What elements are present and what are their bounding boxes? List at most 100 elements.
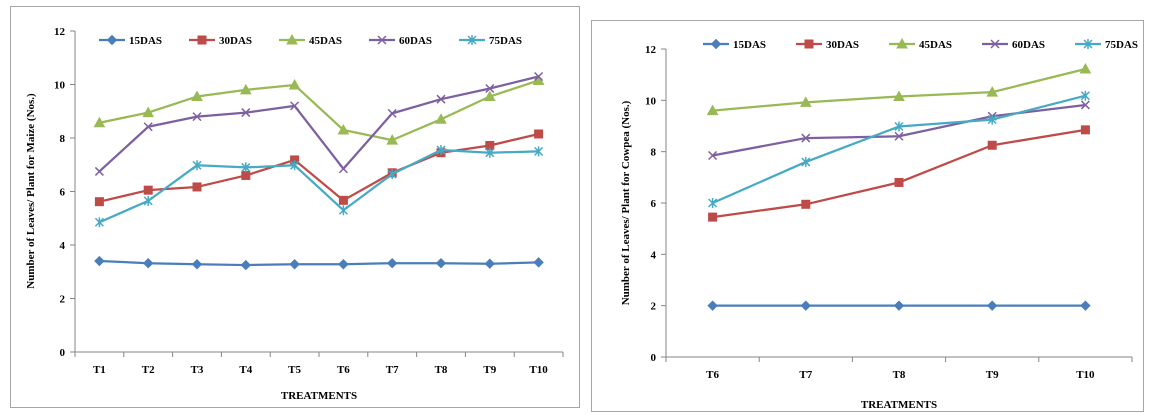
maize-data-point	[241, 170, 251, 180]
maize-data-point	[386, 134, 399, 145]
maize-y-tick-label: 0	[60, 347, 66, 359]
cowpea-x-axis-title: TREATMENTS	[861, 399, 937, 411]
maize-legend-label: 45DAS	[309, 35, 342, 47]
cowpea-legend-label: 30DAS	[826, 39, 859, 51]
maize-data-point	[142, 257, 154, 269]
maize-series-45das	[93, 74, 545, 145]
cowpea-legend-label: 45DAS	[919, 39, 952, 51]
maize-data-point	[143, 195, 153, 206]
cowpea-data-point	[986, 300, 998, 311]
maize-series-15das	[94, 255, 544, 271]
maize-data-point	[290, 160, 300, 171]
cowpea-legend-marker	[804, 39, 814, 49]
maize-data-point	[93, 116, 106, 128]
cowpea-data-point	[987, 140, 997, 150]
maize-data-point	[94, 255, 105, 267]
cowpea-legend-item: 60DAS	[982, 39, 1045, 51]
cowpea-chart-panel: 0 2 4 6 8 10 12 T6 T7 T8 T9 T10 TREATMENTS Number of …	[591, 20, 1144, 412]
maize-data-point	[289, 259, 300, 270]
cowpea-data-point	[1080, 100, 1090, 110]
maize-legend-label: 30DAS	[219, 35, 252, 47]
maize-data-point	[386, 257, 398, 269]
cowpea-data-point	[986, 86, 999, 97]
cowpea-x-tick-label: T10	[1076, 369, 1095, 381]
maize-legend-marker	[197, 35, 207, 45]
cowpea-series-line	[712, 67, 1086, 112]
cowpea-data-point	[1079, 62, 1092, 74]
cowpea-data-point	[1080, 300, 1091, 311]
cowpea-data-point	[894, 177, 904, 187]
maize-y-tick-label: 8	[60, 133, 66, 145]
maize-data-point	[337, 123, 350, 135]
maize-legend-item: 45DAS	[279, 33, 342, 47]
maize-x-tick-label: T9	[483, 364, 496, 376]
maize-data-point	[241, 108, 251, 118]
maize-legend-item: 60DAS	[369, 35, 432, 47]
maize-series-line	[99, 79, 539, 142]
cowpea-legend-item: 30DAS	[796, 39, 859, 51]
cowpea-y-tick-label: 4	[651, 249, 657, 261]
maize-data-point	[94, 197, 104, 207]
cowpea-data-point	[801, 199, 811, 209]
cowpea-data-point	[707, 300, 718, 311]
maize-legend-marker	[286, 33, 298, 45]
maize-data-point	[142, 106, 155, 118]
cowpea-legend-label: 15DAS	[733, 39, 766, 51]
maize-data-point	[338, 205, 348, 216]
maize-x-tick-label: T4	[239, 364, 252, 376]
cowpea-series-45das	[706, 62, 1092, 116]
maize-data-point	[436, 94, 446, 104]
maize-x-axis-title: TREATMENTS	[281, 390, 357, 402]
cowpea-data-point	[893, 300, 905, 311]
maize-data-point	[533, 257, 544, 268]
cowpea-data-point	[799, 96, 812, 107]
cowpea-data-point	[1080, 90, 1090, 101]
maize-legend-marker	[467, 35, 477, 45]
maize-y-axis-title: Number of Leaves/ Plant for Maize (Nos.)	[25, 93, 37, 289]
maize-chart-panel: 0 2 4 6 8 10 12 T1 T2 T3 T4 T5 T6 T7 T8 T9 T10 TREATMENTS…	[10, 6, 580, 408]
maize-y-tick-label: 6	[60, 187, 66, 199]
maize-data-point	[435, 113, 447, 124]
maize-data-point	[240, 259, 252, 271]
maize-data-point	[290, 101, 300, 111]
cowpea-data-point	[708, 212, 718, 222]
maize-series-line	[99, 259, 539, 267]
cowpea-data-point	[706, 104, 719, 116]
cowpea-y-tick-label: 6	[651, 198, 657, 210]
maize-data-point	[191, 259, 203, 270]
cowpea-y-tick-label: 12	[645, 44, 657, 56]
maize-y-tick-label: 4	[60, 240, 66, 252]
cowpea-data-point	[801, 156, 811, 167]
maize-x-tick-label: T3	[191, 364, 204, 376]
maize-legend-label: 60DAS	[399, 35, 432, 47]
maize-series-75das	[94, 145, 544, 228]
cowpea-legend-label: 60DAS	[1012, 39, 1045, 51]
maize-line-chart: 0 2 4 6 8 10 12 T1 T2 T3 T4 T5 T6 T7 T8 T9 T10 TREATMENTS…	[25, 26, 564, 402]
cowpea-legend-marker	[896, 37, 908, 49]
maize-data-point	[241, 162, 251, 173]
maize-data-point	[338, 259, 349, 270]
maize-legend-marker	[377, 35, 387, 45]
maize-series-30das	[94, 129, 544, 207]
cowpea-y-tick-label: 8	[651, 147, 657, 159]
maize-legend-item: 75DAS	[459, 35, 522, 47]
maize-data-point	[288, 79, 301, 90]
cowpea-legend-marker	[1083, 39, 1093, 49]
maize-data-point	[485, 83, 495, 94]
maize-data-point	[143, 185, 153, 195]
maize-x-tick-label: T2	[142, 364, 155, 376]
maize-data-point	[436, 145, 446, 156]
maize-y-tick-label: 12	[54, 26, 66, 38]
maize-data-point	[191, 90, 203, 102]
maize-data-point	[483, 90, 496, 102]
cowpea-y-tick-label: 2	[651, 301, 657, 313]
cowpea-series-30das	[708, 125, 1090, 222]
cowpea-line-chart: 0 2 4 6 8 10 12 T6 T7 T8 T9 T10 TREATMENTS Number of …	[620, 37, 1138, 411]
maize-legend-label: 15DAS	[129, 35, 162, 47]
maize-series-line	[98, 148, 539, 224]
cowpea-data-point	[893, 90, 905, 101]
cowpea-data-point	[708, 150, 718, 161]
cowpea-x-tick-label: T8	[893, 369, 906, 381]
maize-y-tick-label: 10	[54, 80, 66, 92]
cowpea-legend-marker	[710, 38, 722, 50]
